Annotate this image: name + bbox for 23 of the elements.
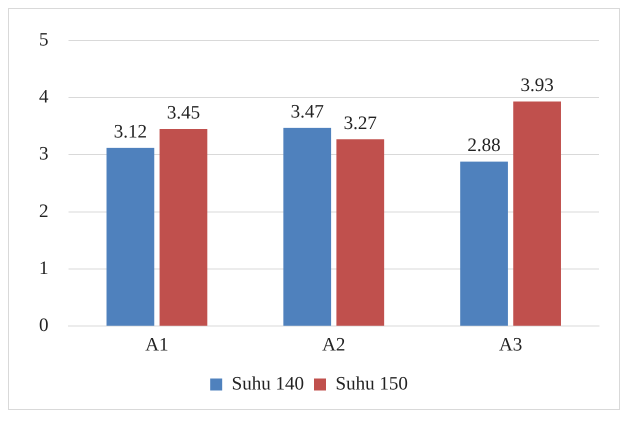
data-label: 3.47: [290, 101, 324, 122]
y-tick-label: 3: [39, 144, 48, 165]
legend-label: Suhu 140: [232, 373, 304, 394]
bar: [336, 139, 384, 326]
data-label: 3.45: [166, 102, 200, 124]
data-label: 2.88: [467, 135, 501, 156]
bar: [106, 148, 154, 326]
data-label: 3.93: [520, 75, 554, 96]
y-tick-label: 4: [39, 86, 49, 108]
bar: [283, 128, 332, 326]
bar: [460, 162, 508, 326]
x-tick-label: A3: [498, 334, 522, 356]
y-tick-label: 5: [39, 29, 48, 50]
x-tick-label: A2: [322, 334, 346, 356]
legend-label: Suhu 150: [336, 373, 408, 394]
x-tick-label: A1: [145, 334, 169, 356]
y-tick-label: 1: [39, 258, 48, 280]
y-tick-label: 0: [39, 315, 48, 336]
data-label: 3.12: [114, 121, 148, 142]
bar: [513, 102, 561, 326]
data-label: 3.27: [344, 112, 377, 134]
bar: [160, 129, 208, 326]
y-tick-label: 2: [39, 200, 48, 222]
